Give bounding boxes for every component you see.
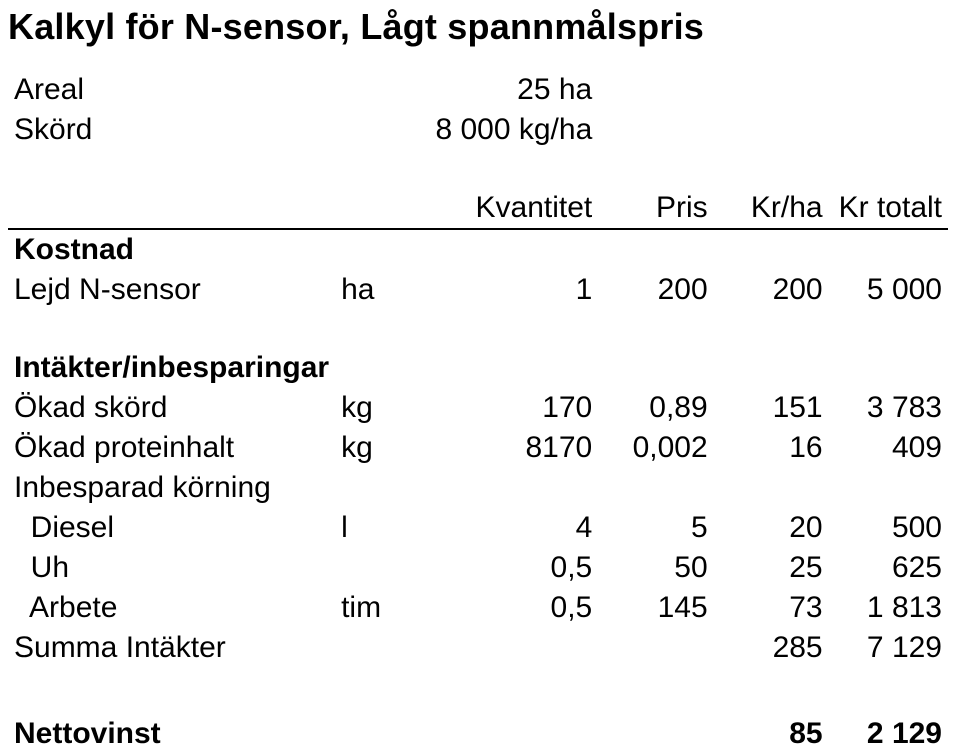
- arbete-tot: 1 813: [829, 588, 948, 628]
- netto-krha: 85: [714, 714, 829, 754]
- skord-value: 8 000 kg/ha: [420, 110, 598, 150]
- diesel-label: Diesel: [8, 508, 335, 548]
- okad-skord-unit: kg: [335, 388, 420, 428]
- okad-skord-qty: 170: [420, 388, 598, 428]
- row-diesel: Diesel l 4 5 20 500: [8, 508, 948, 548]
- diesel-qty: 4: [420, 508, 598, 548]
- okad-skord-price: 0,89: [598, 388, 713, 428]
- hdr-krha: Kr/ha: [714, 188, 829, 229]
- arbete-qty: 0,5: [420, 588, 598, 628]
- intakter-label: Intäkter/inbesparingar: [8, 348, 335, 388]
- okad-skord-tot: 3 783: [829, 388, 948, 428]
- row-arbete: Arbete tim 0,5 145 73 1 813: [8, 588, 948, 628]
- page-title: Kalkyl för N-sensor, Lågt spannmålspris: [8, 6, 951, 48]
- netto-tot: 2 129: [829, 714, 948, 754]
- row-okad-skord: Ökad skörd kg 170 0,89 151 3 783: [8, 388, 948, 428]
- lejn-label: Lejd N-sensor: [8, 270, 335, 310]
- arbete-krha: 73: [714, 588, 829, 628]
- lejn-krha: 200: [714, 270, 829, 310]
- okad-protein-label: Ökad proteinhalt: [8, 428, 335, 468]
- row-summa: Summa Intäkter 285 7 129: [8, 628, 948, 668]
- arbete-price: 145: [598, 588, 713, 628]
- uh-price: 50: [598, 548, 713, 588]
- okad-protein-unit: kg: [335, 428, 420, 468]
- hdr-kvantitet: Kvantitet: [420, 188, 598, 229]
- uh-krha: 25: [714, 548, 829, 588]
- diesel-unit: l: [335, 508, 420, 548]
- diesel-price: 5: [598, 508, 713, 548]
- summa-krha: 285: [714, 628, 829, 668]
- row-lejd-nsensor: Lejd N-sensor ha 1 200 200 5 000: [8, 270, 948, 310]
- netto-label: Nettovinst: [8, 714, 335, 754]
- uh-tot: 625: [829, 548, 948, 588]
- okad-protein-qty: 8170: [420, 428, 598, 468]
- lejn-qty: 1: [420, 270, 598, 310]
- row-inbesparad-heading: Inbesparad körning: [8, 468, 948, 508]
- row-uh: Uh 0,5 50 25 625: [8, 548, 948, 588]
- okad-protein-price: 0,002: [598, 428, 713, 468]
- row-nettovinst: Nettovinst 85 2 129: [8, 714, 948, 754]
- uh-unit: [335, 548, 420, 588]
- okad-protein-krha: 16: [714, 428, 829, 468]
- row-areal: Areal 25 ha: [8, 70, 948, 110]
- okad-skord-label: Ökad skörd: [8, 388, 335, 428]
- row-skord: Skörd 8 000 kg/ha: [8, 110, 948, 150]
- row-okad-protein: Ökad proteinhalt kg 8170 0,002 16 409: [8, 428, 948, 468]
- lejn-tot: 5 000: [829, 270, 948, 310]
- diesel-tot: 500: [829, 508, 948, 548]
- uh-label: Uh: [8, 548, 335, 588]
- summa-label: Summa Intäkter: [8, 628, 335, 668]
- skord-label: Skörd: [8, 110, 335, 150]
- arbete-unit: tim: [335, 588, 420, 628]
- arbete-label: Arbete: [8, 588, 335, 628]
- inbesparad-label: Inbesparad körning: [8, 468, 335, 508]
- uh-qty: 0,5: [420, 548, 598, 588]
- row-intakter-heading: Intäkter/inbesparingar: [8, 348, 948, 388]
- row-kostnad-heading: Kostnad: [8, 229, 948, 270]
- summa-tot: 7 129: [829, 628, 948, 668]
- calc-table: Areal 25 ha Skörd 8 000 kg/ha Kvantitet …: [8, 70, 948, 754]
- hdr-pris: Pris: [598, 188, 713, 229]
- hdr-krtotalt: Kr totalt: [829, 188, 948, 229]
- diesel-krha: 20: [714, 508, 829, 548]
- column-headers: Kvantitet Pris Kr/ha Kr totalt: [8, 188, 948, 229]
- okad-skord-krha: 151: [714, 388, 829, 428]
- okad-protein-tot: 409: [829, 428, 948, 468]
- document-page: Kalkyl för N-sensor, Lågt spannmålspris …: [0, 0, 959, 754]
- kostnad-label: Kostnad: [8, 229, 335, 270]
- areal-value: 25 ha: [420, 70, 598, 110]
- lejn-price: 200: [598, 270, 713, 310]
- areal-label: Areal: [8, 70, 335, 110]
- lejn-unit: ha: [335, 270, 420, 310]
